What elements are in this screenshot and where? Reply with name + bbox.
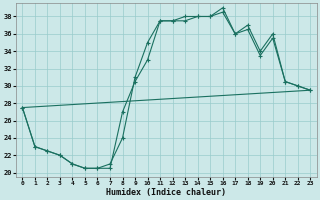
X-axis label: Humidex (Indice chaleur): Humidex (Indice chaleur) (106, 188, 226, 197)
